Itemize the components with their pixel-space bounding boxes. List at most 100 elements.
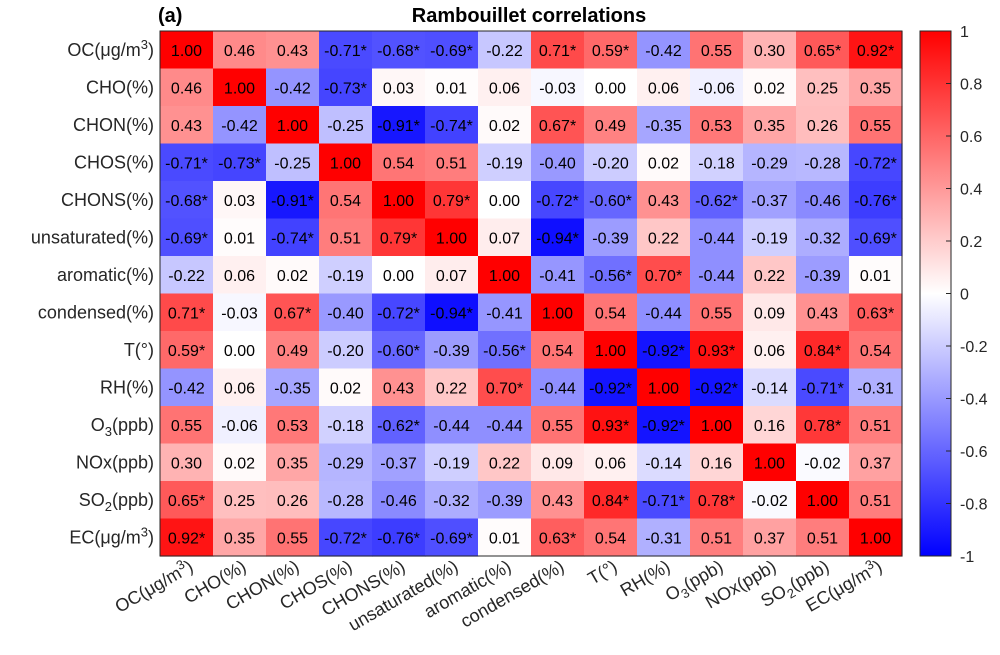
heatmap-cell-r4-c5 bbox=[425, 181, 479, 220]
cell-value-label: 0.51 bbox=[436, 155, 467, 172]
heatmap-cells bbox=[160, 31, 903, 557]
cell-value-label: -0.62* bbox=[695, 193, 738, 210]
cell-value-label: 0.78* bbox=[804, 418, 841, 435]
heatmap-cell-r7-c13 bbox=[849, 293, 903, 332]
heatmap-cell-r7-c5 bbox=[425, 293, 479, 332]
heatmap-cell-r10-c13 bbox=[849, 406, 903, 445]
heatmap-cell-r1-c13 bbox=[849, 68, 903, 107]
cell-value-label: 0.22 bbox=[648, 230, 679, 247]
cell-value-label: 0.51 bbox=[330, 230, 361, 247]
heatmap-cell-r2-c7 bbox=[531, 106, 585, 145]
heatmap-cell-r7-c7 bbox=[531, 293, 585, 332]
heatmap-cell-r5-c7 bbox=[531, 218, 585, 257]
heatmap-cell-r2-c8 bbox=[584, 106, 638, 145]
cell-value-label: 0.78* bbox=[698, 493, 735, 510]
heatmap-cell-r6-c0 bbox=[160, 256, 214, 295]
heatmap-cell-r12-c3 bbox=[319, 481, 373, 520]
cell-value-label: -0.29 bbox=[327, 455, 364, 472]
cell-value-label: -0.31 bbox=[857, 380, 894, 397]
heatmap-cell-r12-c6 bbox=[478, 481, 532, 520]
cell-value-label: -0.44 bbox=[645, 305, 682, 322]
heatmap-cell-r7-c0 bbox=[160, 293, 214, 332]
heatmap-cell-r7-c11 bbox=[743, 293, 797, 332]
cell-value-label: 0.65* bbox=[804, 43, 841, 60]
cell-value-label: -0.44 bbox=[698, 268, 735, 285]
heatmap-cell-r1-c3 bbox=[319, 68, 373, 107]
row-label-5: unsaturated(%) bbox=[31, 227, 154, 247]
heatmap-cell-r10-c0 bbox=[160, 406, 214, 445]
cell-value-label: 0.09 bbox=[542, 455, 573, 472]
cell-value-label: 0.22 bbox=[436, 380, 467, 397]
heatmap-cell-r8-c9 bbox=[637, 331, 691, 370]
heatmap-cell-r9-c9 bbox=[637, 368, 691, 407]
colorbar-gradient bbox=[919, 30, 952, 557]
cell-value-label: -0.06 bbox=[221, 418, 258, 435]
cell-value-label: 0.55 bbox=[860, 118, 891, 135]
cell-value-label: -0.03 bbox=[539, 80, 576, 97]
heatmap-cell-r1-c0 bbox=[160, 68, 214, 107]
cell-value-label: 1.00 bbox=[648, 380, 679, 397]
cell-value-label: 1.00 bbox=[224, 80, 255, 97]
cell-value-label: 0.55 bbox=[701, 305, 732, 322]
cell-value-label: -0.40 bbox=[539, 155, 576, 172]
heatmap-cell-r10-c5 bbox=[425, 406, 479, 445]
heatmap-cell-r11-c13 bbox=[849, 443, 903, 482]
cell-value-label: -0.41 bbox=[486, 305, 523, 322]
cell-value-label: -0.69* bbox=[430, 43, 473, 60]
cell-value-label: -0.28 bbox=[327, 493, 364, 510]
cell-value-label: -0.76* bbox=[377, 530, 420, 547]
heatmap-cell-r9-c8 bbox=[584, 368, 638, 407]
heatmap-cell-r2-c2 bbox=[266, 106, 320, 145]
colorbar-tick-label: -0.8 bbox=[960, 497, 988, 514]
cell-value-label: -0.46 bbox=[380, 493, 417, 510]
cell-value-label: -0.56* bbox=[589, 268, 632, 285]
heatmap-cell-r1-c1 bbox=[213, 68, 267, 107]
cell-value-label: 0.35 bbox=[277, 455, 308, 472]
heatmap-cell-r10-c8 bbox=[584, 406, 638, 445]
heatmap-cell-r3-c12 bbox=[796, 143, 850, 182]
heatmap-cell-r8-c10 bbox=[690, 331, 744, 370]
cell-value-label: -0.22 bbox=[486, 43, 523, 60]
cell-value-label: 0.92* bbox=[857, 43, 894, 60]
row-label-11: NOx(ppb) bbox=[76, 452, 154, 472]
cell-value-label: -0.14 bbox=[645, 455, 682, 472]
heatmap-cell-r11-c12 bbox=[796, 443, 850, 482]
heatmap-cell-r13-c10 bbox=[690, 518, 744, 557]
heatmap-cell-r4-c11 bbox=[743, 181, 797, 220]
cell-value-label: 0.00 bbox=[489, 193, 520, 210]
cell-value-label: -0.42 bbox=[274, 80, 311, 97]
cell-value-label: 0.06 bbox=[595, 455, 626, 472]
row-label-4: CHONS(%) bbox=[61, 190, 154, 210]
heatmap-cell-r8-c7 bbox=[531, 331, 585, 370]
panel-label: (a) bbox=[158, 5, 182, 27]
cell-value-label: 0.22 bbox=[754, 268, 785, 285]
heatmap-cell-r5-c12 bbox=[796, 218, 850, 257]
cell-value-label: 0.43 bbox=[277, 43, 308, 60]
cell-value-label: 0.55 bbox=[542, 418, 573, 435]
row-label-13: EC(μg/m3) bbox=[69, 524, 154, 547]
heatmap-cell-r8-c8 bbox=[584, 331, 638, 370]
heatmap-cell-r0-c11 bbox=[743, 31, 797, 70]
row-label-9: RH(%) bbox=[100, 377, 154, 397]
heatmap-cell-r7-c1 bbox=[213, 293, 267, 332]
heatmap-cell-r2-c1 bbox=[213, 106, 267, 145]
cell-value-label: 0.35 bbox=[754, 118, 785, 135]
heatmap-cell-r8-c5 bbox=[425, 331, 479, 370]
heatmap-cell-r12-c7 bbox=[531, 481, 585, 520]
cell-value-label: -0.74* bbox=[271, 230, 314, 247]
heatmap-cell-r5-c10 bbox=[690, 218, 744, 257]
cell-value-label: -0.44 bbox=[433, 418, 470, 435]
cell-value-label: 0.55 bbox=[701, 43, 732, 60]
heatmap-cell-r4-c0 bbox=[160, 181, 214, 220]
heatmap-cell-r10-c3 bbox=[319, 406, 373, 445]
heatmap-cell-r0-c4 bbox=[372, 31, 426, 70]
heatmap-cell-r12-c5 bbox=[425, 481, 479, 520]
heatmap-cell-r0-c13 bbox=[849, 31, 903, 70]
cell-value-label: -0.37 bbox=[380, 455, 417, 472]
cell-value-label: 0.09 bbox=[754, 305, 785, 322]
cell-value-label: 0.22 bbox=[489, 455, 520, 472]
heatmap-cell-r12-c9 bbox=[637, 481, 691, 520]
heatmap-cell-r11-c11 bbox=[743, 443, 797, 482]
cell-value-label: -0.69* bbox=[430, 530, 473, 547]
cell-value-label: 0.26 bbox=[277, 493, 308, 510]
